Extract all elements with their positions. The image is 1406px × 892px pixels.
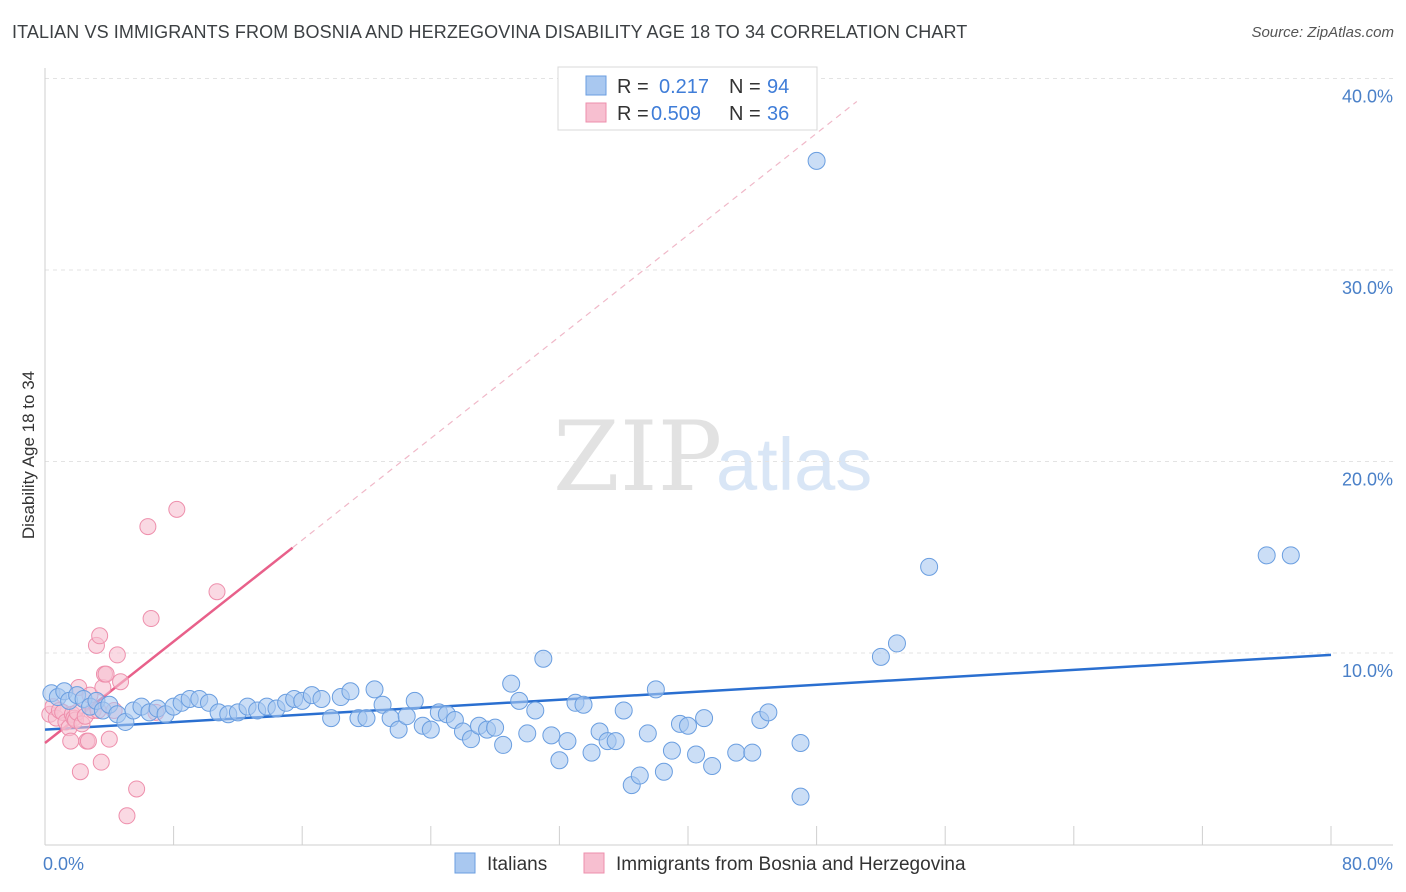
watermark-atlas: atlas [716, 423, 872, 506]
x-tick-label-0: 0.0% [43, 854, 84, 874]
italians-point-44 [405, 691, 424, 710]
bosnia-point-35 [168, 500, 186, 518]
italians-point-61 [542, 726, 561, 745]
italians-point-83 [743, 743, 762, 762]
italians-swatch [585, 75, 607, 96]
watermark-zip: ZIP [553, 401, 722, 513]
italians-point-75 [654, 762, 673, 781]
italians-point-55 [494, 735, 513, 754]
legend-n-label-italians: N = [729, 76, 761, 98]
italians-point-43 [397, 707, 416, 726]
y-tick-label-0: 10.0% [1342, 661, 1393, 681]
bosnia-point-26 [97, 665, 115, 683]
bosnia-point-32 [128, 780, 146, 798]
gridlines [45, 78, 1393, 654]
bosnia-point-27 [100, 730, 118, 748]
bosnia-point-31 [118, 807, 136, 825]
italians-point-65 [574, 695, 593, 714]
italians-point-36 [341, 682, 360, 701]
italians-point-42 [389, 720, 408, 739]
italians-point-92 [1257, 546, 1276, 565]
watermark: ZIP atlas [553, 401, 872, 513]
italians-point-79 [687, 745, 706, 764]
italians-point-90 [887, 634, 906, 653]
italians-point-72 [630, 766, 649, 785]
y-axis-label: Disability Age 18 to 34 [19, 371, 38, 539]
series-legend: Italians Immigrants from Bosnia and Herz… [454, 852, 966, 875]
bosnia-point-36 [208, 583, 226, 601]
italians-point-81 [703, 756, 722, 775]
source-credit: Source: ZipAtlas.com [1251, 24, 1394, 41]
legend-swatch-bosnia [583, 852, 605, 874]
tick-labels: 10.0% 20.0% 30.0% 40.0% 0.0% 80.0% [43, 87, 1393, 875]
italians-point-73 [638, 724, 657, 743]
italians-point-38 [357, 709, 376, 728]
italians-point-80 [695, 709, 714, 728]
italians-point-91 [920, 557, 939, 576]
trend-extension-bosnia [292, 101, 858, 549]
italians-point-70 [614, 701, 633, 720]
y-tick-label-2: 30.0% [1342, 278, 1393, 298]
bosnia-point-30 [112, 673, 130, 691]
stats-legend: R = 0.217 N = 94 R = 0.509 N = 36 [557, 66, 818, 131]
italians-point-89 [871, 647, 890, 666]
italians-point-57 [510, 691, 529, 710]
italians-point-40 [373, 695, 392, 714]
bosnia-point-33 [139, 518, 157, 536]
bosnia-point-17 [79, 732, 97, 750]
italians-point-82 [727, 743, 746, 762]
italians-point-93 [1281, 546, 1300, 565]
italians-point-34 [322, 709, 341, 728]
bosnia-point-34 [142, 610, 160, 628]
legend-label-italians: Italians [487, 854, 547, 875]
legend-label-bosnia: Immigrants from Bosnia and Herzegovina [616, 854, 966, 875]
italians-point-56 [502, 674, 521, 693]
italians-point-86 [791, 734, 810, 753]
italians-point-51 [461, 730, 480, 749]
axes [44, 68, 1393, 846]
legend-n-value-bosnia: 36 [767, 103, 789, 125]
italians-point-76 [662, 741, 681, 760]
italians-point-66 [582, 743, 601, 762]
italians-point-78 [679, 716, 697, 735]
bosnia-point-29 [108, 646, 126, 664]
legend-r-label-bosnia: R = [617, 103, 649, 125]
chart-title: ITALIAN VS IMMIGRANTS FROM BOSNIA AND HE… [12, 22, 968, 42]
italians-point-62 [550, 751, 569, 770]
italians-point-46 [421, 720, 440, 739]
legend-swatch-italians [454, 852, 476, 874]
bosnia-swatch [585, 102, 607, 123]
italians-point-74 [646, 680, 665, 699]
legend-n-label-bosnia: N = [729, 103, 761, 125]
italians-point-59 [526, 701, 545, 720]
italians-points [42, 151, 1300, 806]
italians-point-88 [807, 151, 826, 170]
italians-point-39 [365, 680, 384, 699]
bosnia-point-7 [62, 732, 80, 750]
legend-r-value-italians: 0.217 [659, 76, 709, 98]
bosnia-point-23 [92, 753, 110, 771]
y-tick-label-1: 20.0% [1342, 470, 1393, 490]
bosnia-point-13 [71, 763, 89, 781]
italians-point-85 [759, 703, 778, 722]
italians-point-58 [518, 724, 537, 743]
italians-point-33 [312, 689, 331, 708]
y-tick-label-3: 40.0% [1342, 87, 1393, 107]
legend-n-value-italians: 94 [767, 76, 789, 98]
italians-point-87 [791, 787, 810, 806]
italians-point-63 [558, 732, 577, 751]
italians-point-69 [606, 732, 625, 751]
bosnia-points [41, 500, 226, 825]
legend-r-label-italians: R = [617, 76, 649, 98]
italians-point-54 [486, 718, 505, 737]
legend-r-value-bosnia: 0.509 [651, 103, 701, 125]
italians-point-60 [534, 649, 553, 668]
x-tick-label-1: 80.0% [1342, 854, 1393, 874]
bosnia-point-22 [91, 627, 109, 645]
